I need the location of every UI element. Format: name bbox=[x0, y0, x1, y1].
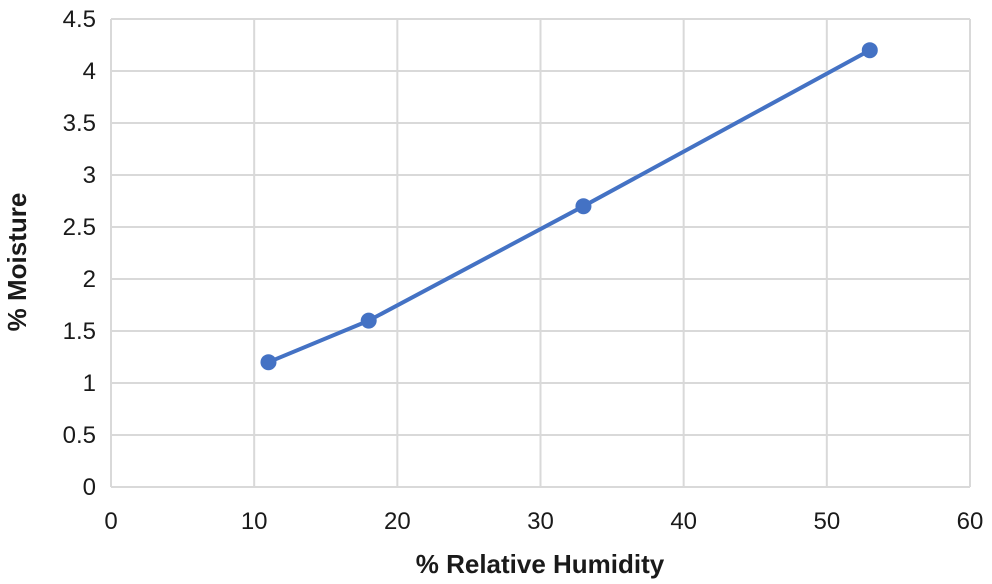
y-tick-label: 2.5 bbox=[63, 214, 96, 241]
data-point-marker bbox=[260, 354, 277, 371]
y-tick-label: 2 bbox=[83, 266, 96, 293]
x-tick-label: 60 bbox=[957, 508, 984, 535]
grid bbox=[110, 18, 971, 488]
x-tick-label: 0 bbox=[104, 508, 117, 535]
x-tick-label: 10 bbox=[241, 508, 268, 535]
x-tick-label: 50 bbox=[813, 508, 840, 535]
y-tick-label: 4 bbox=[83, 58, 96, 85]
y-axis-title: % Moisture bbox=[2, 193, 32, 332]
y-tick-label: 4.5 bbox=[63, 6, 96, 33]
data-point-marker bbox=[360, 312, 377, 329]
series bbox=[260, 42, 878, 371]
y-axis-ticks: 0 0.5 1 1.5 2 2.5 3 3.5 4 4.5 bbox=[63, 6, 96, 501]
x-tick-label: 20 bbox=[384, 508, 411, 535]
y-tick-label: 0 bbox=[83, 474, 96, 501]
x-tick-label: 30 bbox=[527, 508, 554, 535]
y-tick-label: 0.5 bbox=[63, 422, 96, 449]
data-point-marker bbox=[575, 198, 592, 215]
x-axis-ticks: 0 10 20 30 40 50 60 bbox=[104, 508, 983, 535]
data-point-marker bbox=[861, 42, 878, 59]
y-tick-label: 3.5 bbox=[63, 110, 96, 137]
y-tick-label: 1 bbox=[83, 370, 96, 397]
x-tick-label: 40 bbox=[670, 508, 697, 535]
y-tick-label: 1.5 bbox=[63, 318, 96, 345]
x-axis-title: % Relative Humidity bbox=[416, 549, 665, 579]
y-tick-label: 3 bbox=[83, 162, 96, 189]
series-line bbox=[266, 48, 872, 365]
